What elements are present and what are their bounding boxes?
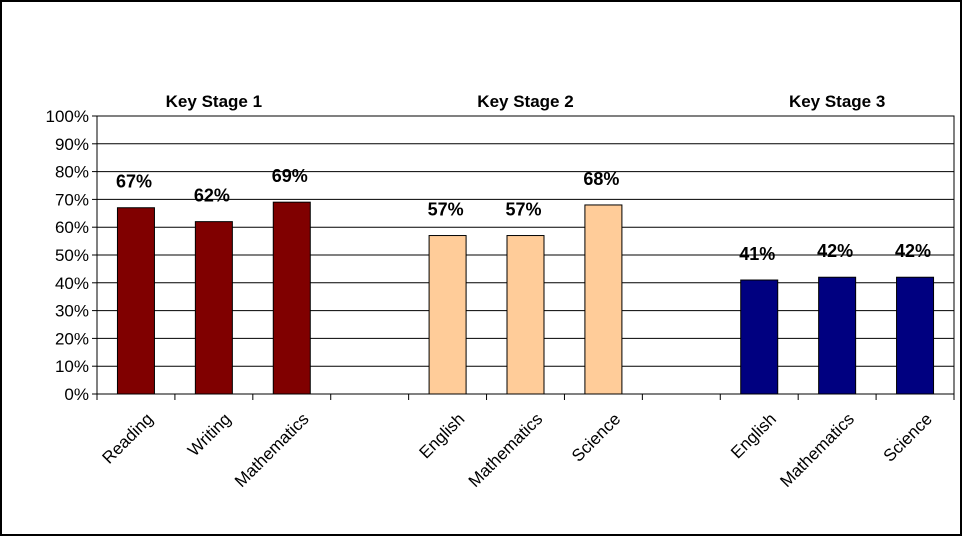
bar [740,279,779,395]
data-label: 41% [739,244,775,264]
data-label: 42% [817,241,853,261]
bar [116,207,155,395]
bar [584,204,623,395]
data-label: 67% [116,172,152,192]
y-tick-label: 90% [55,135,89,154]
y-tick-label: 40% [55,274,89,293]
bar [818,276,857,395]
data-label: 57% [428,200,464,220]
y-axis: 0% 10% 20% 30% 40% 50% 60% 70% 80% 90% 100% [46,107,97,404]
bars: 67% 62% 69% 57% 57% 68% 41% 42% 42% Key Stage 1 Ke… [116,92,935,395]
y-tick-label: 0% [64,385,89,404]
y-tick-label: 30% [55,302,89,321]
y-tick-label: 50% [55,246,89,265]
bar [272,201,311,395]
y-tick-label: 10% [55,357,89,376]
bar [506,235,545,395]
group-title: Key Stage 2 [477,92,573,111]
data-label: 68% [583,169,619,189]
bar [896,276,935,395]
group-title: Key Stage 1 [166,92,262,111]
group-title: Key Stage 3 [789,92,885,111]
y-tick-label: 70% [55,190,89,209]
bar [194,221,233,395]
data-label: 57% [505,200,541,220]
data-label: 62% [194,186,230,206]
bar [428,235,467,395]
y-tick-label: 60% [55,218,89,237]
y-tick-label: 80% [55,163,89,182]
y-tick-label: 100% [46,107,89,126]
data-label: 42% [895,241,931,261]
y-tick-label: 20% [55,329,89,348]
data-label: 69% [272,166,308,186]
